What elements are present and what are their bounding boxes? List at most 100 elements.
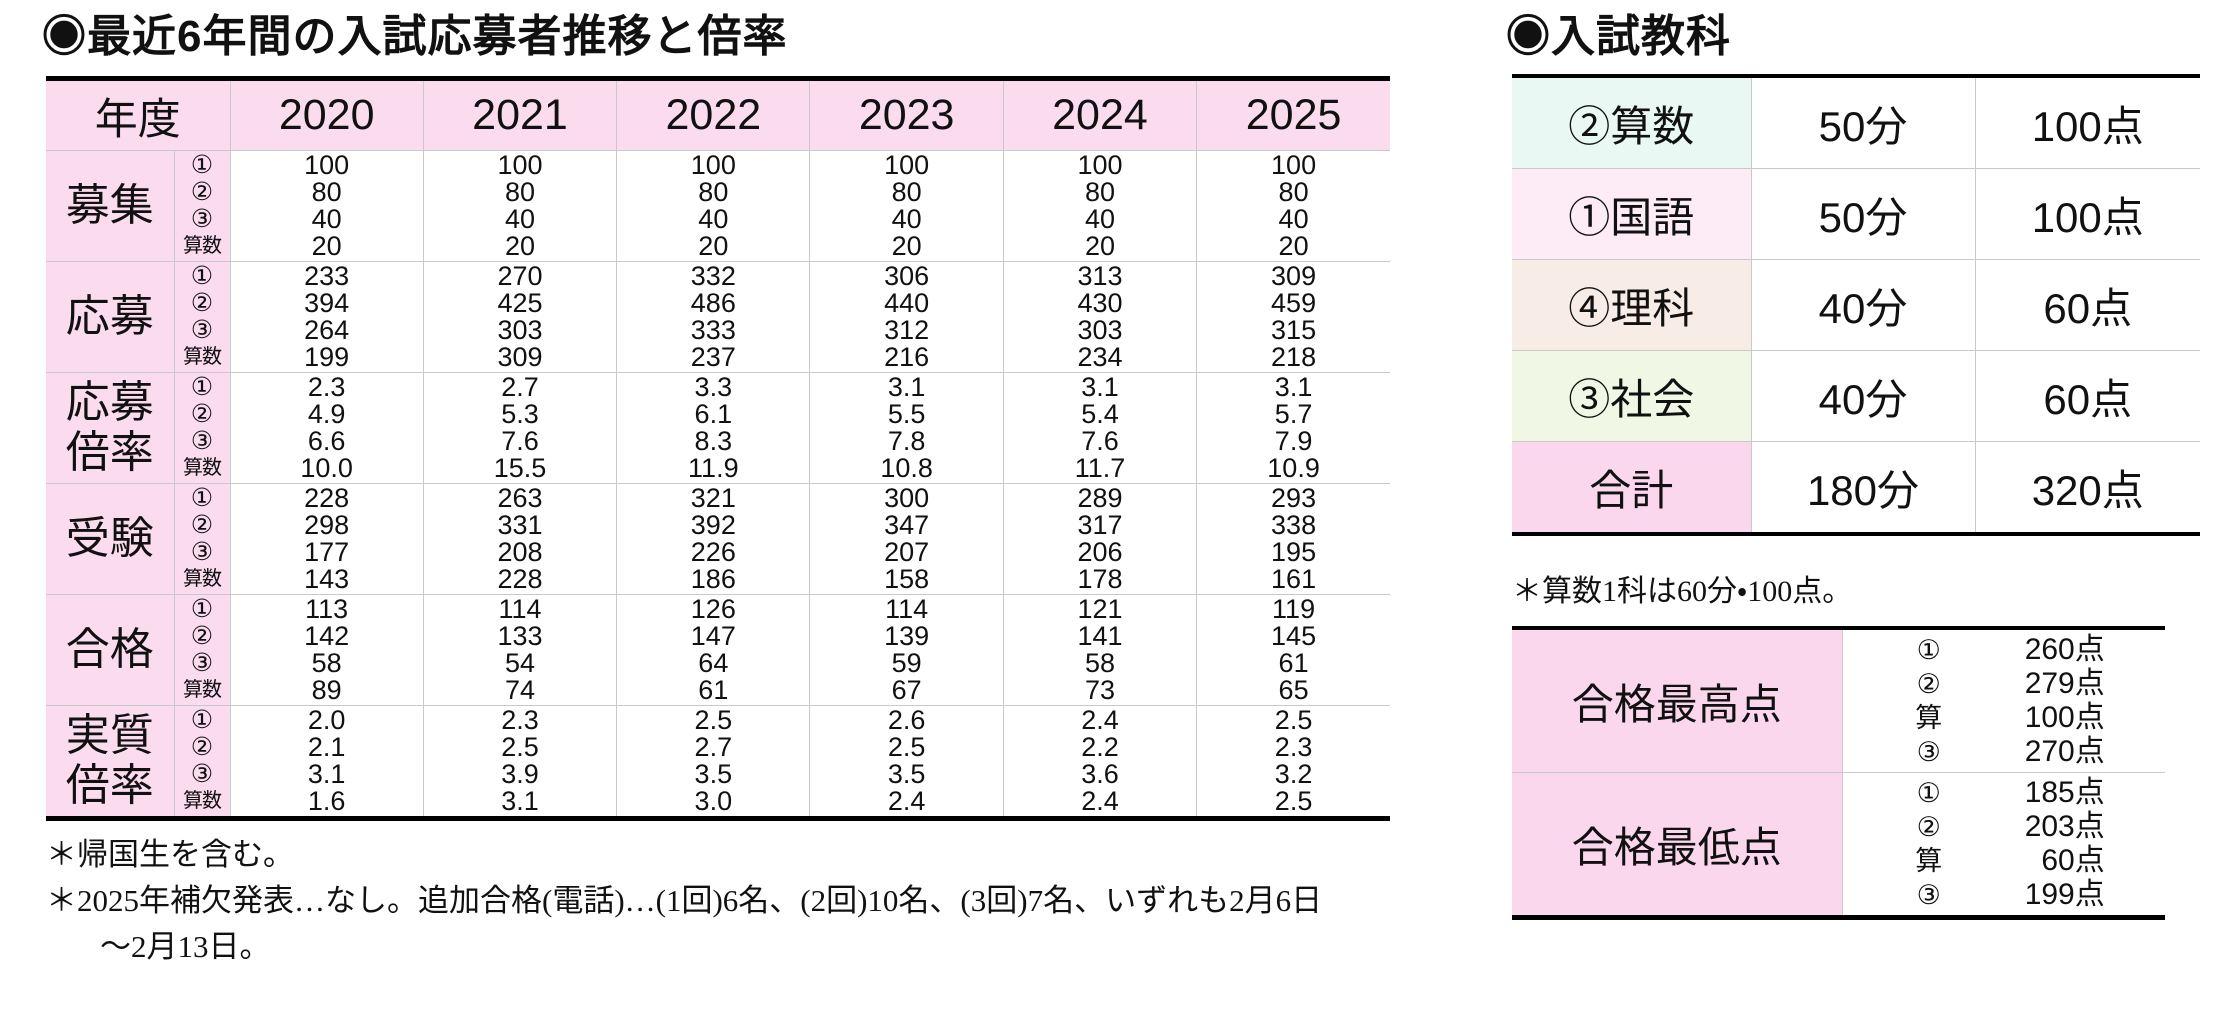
value-line: 143 [304, 564, 350, 594]
value-cell-applications-2025: 309 459 315 218 [1196, 261, 1390, 373]
score-value: 185点 [2024, 776, 2105, 809]
value-line: 332 [690, 261, 736, 291]
subject-points-social: 60点 [1974, 350, 2200, 442]
score-mark: ① [1916, 778, 1941, 808]
row-label-application-ratio: 応募 倍率 [46, 372, 174, 484]
value-cell-accepted-2021: 114 133 54 74 [422, 594, 617, 706]
value-line: 394 [304, 288, 350, 318]
score-values-min-score: ① 185点 ② 203点算 60点 ③ 199点 [1841, 772, 2165, 918]
value-line: 2.5 [1274, 786, 1313, 816]
row-label-line: 募集 [65, 181, 154, 230]
value-line: 145 [1271, 621, 1317, 651]
value-line: 80 [504, 177, 536, 207]
value-line: 228 [497, 564, 543, 594]
score-value: 270点 [2024, 735, 2105, 768]
value-line: 40 [504, 204, 536, 234]
value-line: 3.2 [1274, 759, 1313, 789]
value-line: 80 [1084, 177, 1115, 207]
footnote-line2: ＊2025年補欠発表…なし。追加合格(電話)…(1回)6名、(2回)10名、(3… [46, 883, 1323, 918]
value-line: 100 [884, 150, 930, 180]
value-line: 486 [690, 288, 736, 318]
subject-points-total: 320点 [1974, 441, 2200, 534]
value-line: 20 [891, 231, 922, 261]
submark-circle: ① [190, 706, 214, 734]
submark-circle: ① [190, 484, 214, 512]
row-label-examinees: 受験 [46, 483, 174, 595]
value-line: 100 [497, 150, 543, 180]
value-line: 208 [497, 537, 543, 567]
left-section-title: ◉最近6年間の入試応募者推移と倍率 [42, 12, 788, 61]
value-line: 139 [884, 621, 930, 651]
value-line: 64 [698, 648, 729, 678]
value-line: 65 [1278, 675, 1309, 705]
value-line: 199 [304, 342, 350, 372]
subject-label-japanese: ①国語 [1512, 168, 1751, 260]
row-label-recruitment: 募集 [46, 150, 174, 262]
subject-time-math: 50分 [1750, 76, 1975, 169]
value-line: 306 [884, 261, 930, 291]
value-line: 7.6 [1081, 426, 1119, 456]
row-label-accepted: 合格 [46, 594, 174, 706]
value-cell-application-ratio-2024: 3.1 5.4 7.6 11.7 [1002, 372, 1197, 484]
submark-circle: ② [190, 178, 214, 206]
value-line: 20 [1084, 231, 1115, 261]
value-cell-actual-ratio-2025: 2.5 2.3 3.2 2.5 [1196, 705, 1390, 819]
year-header-2024: 2024 [1002, 78, 1197, 151]
value-line: 338 [1271, 510, 1317, 540]
exam-subjects-table: ②算数 50分 100点 ①国語 50分 100点 ④理科 40分 60点 ③社会 40分 60点 合計… [1512, 74, 2200, 536]
row-label-line: 実質 [65, 711, 154, 760]
value-cell-applications-2020: 233 394 264 199 [229, 261, 424, 373]
footnote-line1: ＊帰国生を含む。 [46, 837, 294, 872]
value-line: 300 [884, 483, 930, 513]
subject-time-science: 40分 [1750, 259, 1975, 351]
score-line: ① 260点 [1903, 633, 2105, 667]
value-line: 264 [304, 315, 350, 345]
value-line: 3.1 [887, 372, 926, 402]
value-line: 100 [304, 150, 350, 180]
value-line: 147 [690, 621, 736, 651]
row-label-applications: 応募 [46, 261, 174, 373]
value-line: 5.4 [1081, 399, 1119, 429]
score-label-max-score: 合格最高点 [1512, 628, 1842, 773]
table-row-actual-ratio: 実質 倍率 ① ② ③ 算数 2.0 2.1 3.1 1.6 2.3 2.5 3.9 3.1 2.5 2.7 3… [46, 705, 1390, 819]
table-row-application-ratio: 応募 倍率 ① ② ③ 算数 2.3 4.9 6.6 10.0 2.7 5.3 7.6 15.5 3.3 6.… [46, 372, 1390, 484]
value-line: 3.1 [1274, 372, 1313, 402]
year-header-2020: 2020 [229, 78, 424, 151]
value-cell-applications-2022: 332 486 333 237 [616, 261, 810, 373]
value-line: 2.7 [501, 372, 539, 402]
value-line: 1.6 [307, 786, 346, 816]
value-line: 228 [304, 483, 350, 513]
value-line: 15.5 [493, 453, 547, 483]
value-cell-actual-ratio-2022: 2.5 2.7 3.5 3.0 [616, 705, 810, 819]
subject-row-japanese: ①国語 50分 100点 [1512, 168, 2200, 260]
value-line: 226 [690, 537, 736, 567]
value-line: 315 [1271, 315, 1317, 345]
score-mark: 算 [1915, 846, 1943, 876]
subject-points-science: 60点 [1974, 259, 2200, 351]
value-cell-application-ratio-2023: 3.1 5.5 7.8 10.8 [809, 372, 1004, 484]
score-mark: ③ [1916, 880, 1941, 910]
value-line: 195 [1271, 537, 1317, 567]
value-cell-actual-ratio-2023: 2.6 2.5 3.5 2.4 [809, 705, 1004, 819]
value-line: 113 [305, 594, 349, 624]
value-line: 10.8 [880, 453, 933, 483]
submark-circle: ③ [190, 205, 214, 233]
table-row-examinees: 受験 ① ② ③ 算数 228 298 177 143 263 331 208 228 321 392 226… [46, 483, 1390, 595]
subject-row-total: 合計 180分 320点 [1512, 441, 2200, 534]
admissions-header-row: 年度 2020 2021 2022 2023 2024 2025 [46, 78, 1390, 151]
value-line: 3.1 [501, 786, 539, 816]
value-line: 2.3 [501, 705, 539, 735]
value-line: 3.6 [1081, 759, 1119, 789]
submark-sansu: 算数 [183, 235, 222, 257]
score-value: 100点 [2024, 701, 2105, 734]
value-line: 4.9 [307, 399, 346, 429]
value-line: 7.8 [887, 426, 926, 456]
value-line: 80 [698, 177, 729, 207]
value-line: 177 [304, 537, 350, 567]
score-mark: ② [1916, 669, 1941, 699]
table-row-applications: 応募 ① ② ③ 算数 233 394 264 199 270 425 303 309 332 486 333… [46, 261, 1390, 373]
value-line: 2.5 [887, 732, 926, 762]
value-line: 20 [504, 231, 536, 261]
row-submarks-accepted: ① ② ③ 算数 [173, 594, 230, 706]
value-cell-recruitment-2024: 100 80 40 20 [1002, 150, 1197, 262]
